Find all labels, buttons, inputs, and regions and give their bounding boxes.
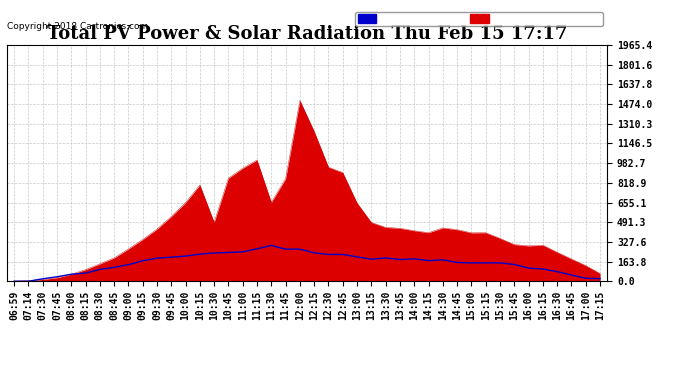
Text: Copyright 2018 Cartronics.com: Copyright 2018 Cartronics.com (7, 22, 148, 31)
Legend: Radiation (W/m2), PV Panels (DC Watts): Radiation (W/m2), PV Panels (DC Watts) (355, 12, 602, 26)
Title: Total PV Power & Solar Radiation Thu Feb 15 17:17: Total PV Power & Solar Radiation Thu Feb… (47, 26, 567, 44)
